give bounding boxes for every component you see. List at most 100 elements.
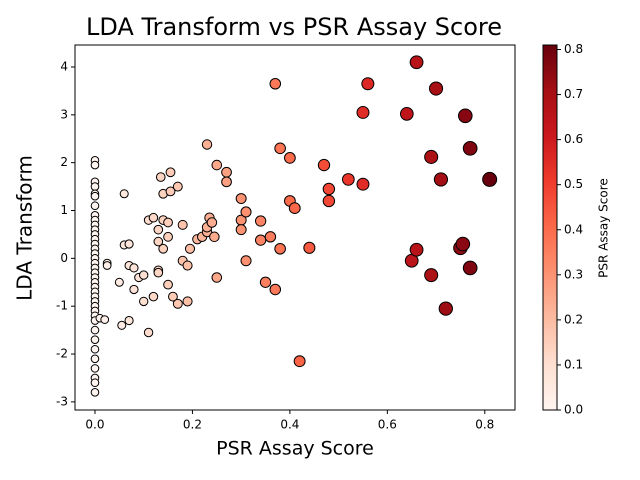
y-tick-label: 1 [60, 203, 68, 217]
scatter-point [274, 242, 286, 255]
scatter-point [274, 142, 286, 155]
scatter-point [90, 378, 100, 388]
scatter-point [409, 242, 424, 257]
scatter-point [90, 160, 100, 170]
scatter-point [424, 149, 439, 164]
scatter-point [124, 239, 134, 249]
scatter-point [288, 202, 301, 215]
x-tick-label: 0.8 [475, 418, 494, 432]
colorbar-tick-label: 0.6 [564, 132, 583, 146]
scatter-point [428, 81, 444, 96]
scatter-point [177, 219, 188, 230]
scatter-point [342, 173, 355, 186]
scatter-point [303, 241, 316, 254]
y-tick-label: -1 [56, 299, 68, 313]
scatter-point [293, 355, 306, 368]
colorbar-tick-label: 0.7 [564, 87, 583, 101]
colorbar-tick-label: 0.5 [564, 177, 583, 191]
scatter-point [90, 344, 100, 354]
scatter-point [124, 315, 134, 326]
scatter-point [148, 212, 159, 223]
scatter-point [158, 243, 169, 254]
scatter-point [182, 260, 193, 271]
scatter-point [90, 191, 100, 201]
x-tick-label: 0.6 [378, 418, 397, 432]
scatter-point [163, 279, 173, 290]
scatter-point [255, 234, 267, 246]
scatter-point [153, 267, 164, 278]
y-tick-label: -3 [56, 394, 68, 408]
scatter-point [119, 189, 129, 199]
scatter-point [90, 182, 100, 191]
colorbar-tick-label: 0.8 [564, 42, 583, 56]
scatter-point [100, 315, 110, 324]
scatter-point [264, 231, 277, 243]
scatter-point [165, 167, 176, 178]
scatter-point [455, 236, 471, 252]
y-tick-label: 3 [60, 107, 68, 121]
scatter-point [102, 261, 112, 270]
colorbar [542, 44, 558, 411]
scatter-point [139, 270, 149, 280]
scatter-point [259, 276, 272, 288]
scatter-point [163, 217, 173, 228]
scatter-point [117, 320, 127, 330]
scatter-point [172, 298, 183, 309]
y-tick-label: 4 [60, 60, 68, 74]
scatter-point [269, 77, 282, 90]
x-tick-label: 0.0 [85, 418, 104, 432]
scatter-point [221, 166, 232, 178]
scatter-point [143, 327, 154, 338]
scatter-point [129, 263, 139, 273]
scatter-point [90, 325, 100, 335]
scatter-point [240, 255, 252, 267]
scatter-point [462, 140, 478, 156]
scatter-point [172, 181, 183, 192]
scatter-point [235, 224, 247, 236]
scatter-point [90, 388, 100, 397]
scatter-point [114, 277, 124, 287]
colorbar-tick-label: 0.1 [564, 357, 583, 371]
scatter-point [322, 182, 336, 196]
scatter-point [139, 296, 149, 307]
scatter-point [221, 176, 232, 188]
scatter-point [129, 284, 139, 295]
x-tick-label: 0.4 [280, 418, 299, 432]
y-tick-label: 0 [60, 251, 68, 265]
scatter-point [184, 243, 196, 254]
scatter-point [399, 107, 414, 121]
scatter-point [148, 291, 159, 302]
scatter-point [462, 260, 478, 276]
scatter-point [482, 171, 498, 187]
y-axis-label: LDA Transform [13, 155, 37, 301]
x-axis-label: PSR Assay Score [216, 438, 374, 460]
scatter-point [457, 108, 473, 124]
x-tick-label: 0.2 [183, 418, 202, 432]
colorbar-tick-label: 0.0 [564, 403, 583, 417]
scatter-point [438, 301, 453, 316]
scatter-point [433, 172, 449, 187]
colorbar-tick-label: 0.4 [564, 222, 583, 236]
colorbar-label: PSR Assay Score [597, 178, 611, 278]
scatter-point [182, 296, 193, 307]
scatter-point [165, 186, 176, 197]
scatter-point [168, 291, 178, 302]
scatter-point [424, 268, 439, 283]
scatter-point [211, 159, 223, 171]
chart-title: LDA Transform vs PSR Assay Score [86, 13, 502, 41]
scatter-point [361, 77, 375, 91]
colorbar-tick-label: 0.2 [564, 312, 583, 326]
scatter-point [317, 158, 331, 172]
scatter-point [269, 283, 282, 296]
scatter-point [90, 364, 100, 373]
plot-frame [74, 44, 516, 411]
scatter-point [284, 152, 296, 164]
scatter-point [209, 231, 220, 243]
scatter-point [240, 206, 252, 218]
scatter-point [163, 231, 173, 242]
scatter-point [90, 335, 100, 344]
scatter-point [206, 217, 218, 228]
scatter-point [153, 224, 164, 235]
scatter-point [322, 194, 336, 208]
